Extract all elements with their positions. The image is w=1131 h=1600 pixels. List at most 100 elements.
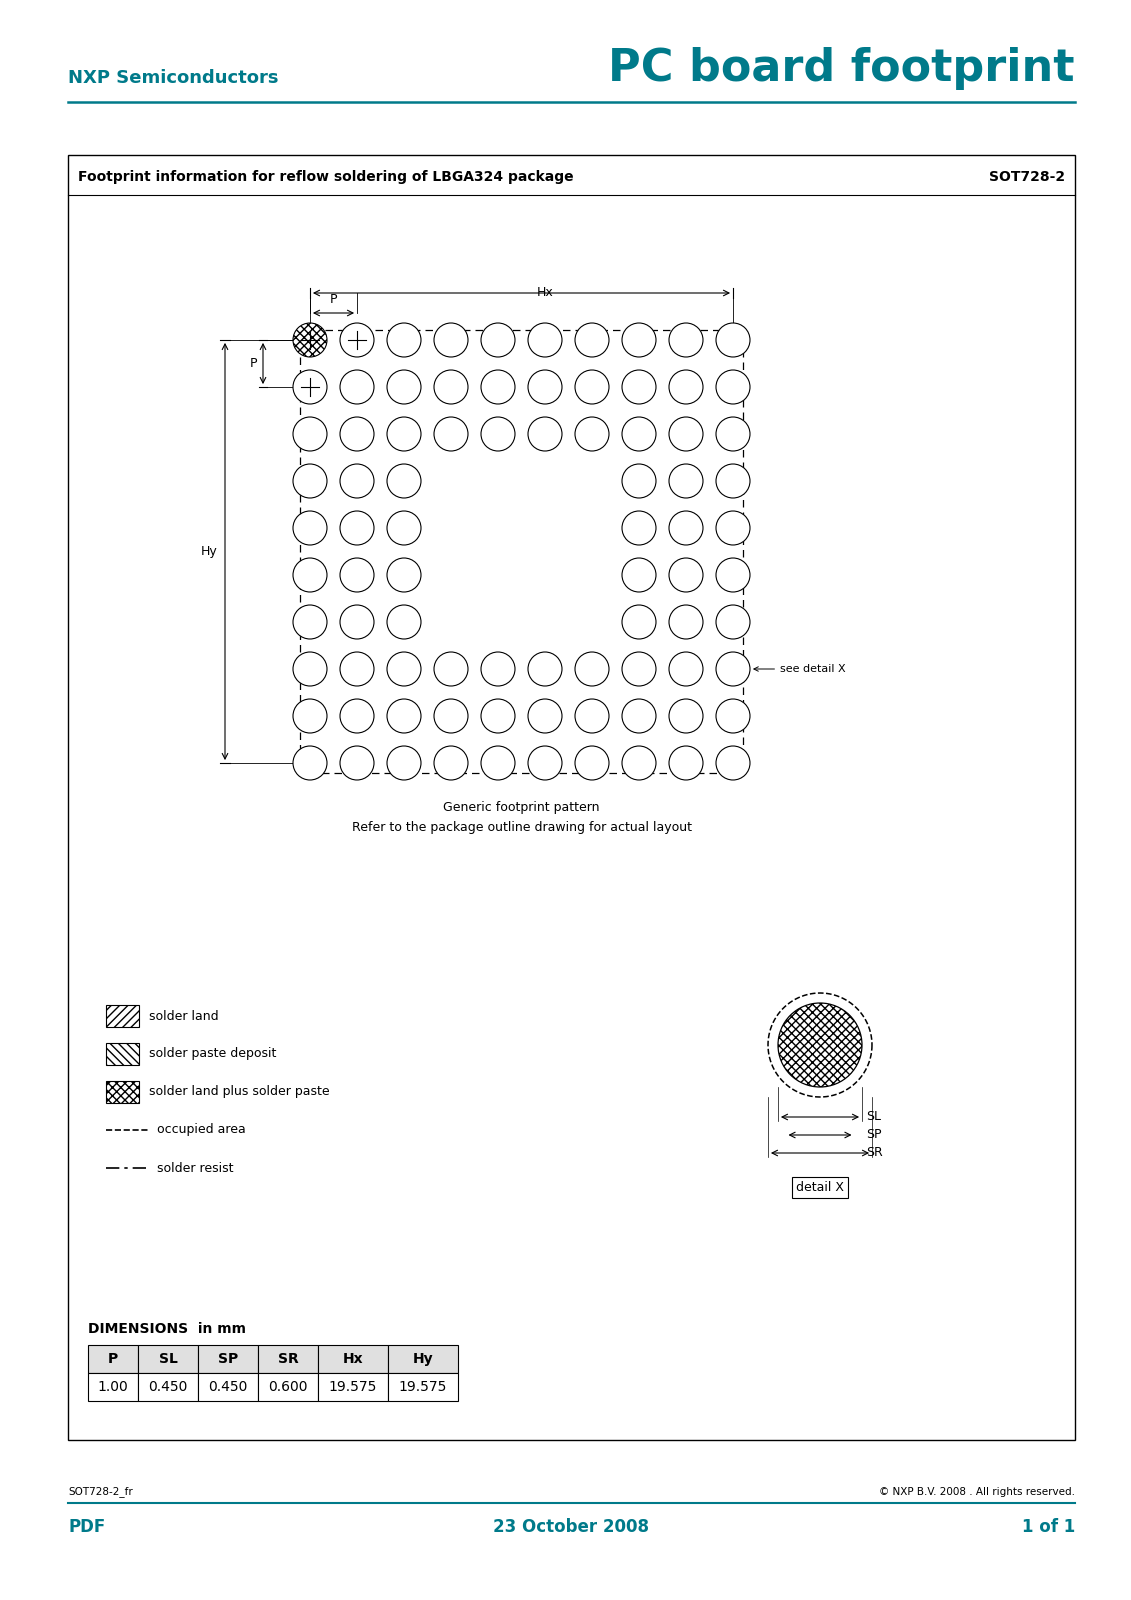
Text: 0.600: 0.600: [268, 1379, 308, 1394]
Circle shape: [340, 699, 374, 733]
Text: 1 of 1: 1 of 1: [1021, 1518, 1074, 1536]
Circle shape: [622, 653, 656, 686]
Circle shape: [481, 323, 515, 357]
Text: solder land plus solder paste: solder land plus solder paste: [149, 1085, 329, 1099]
Text: P: P: [330, 293, 337, 306]
Circle shape: [716, 510, 750, 546]
Circle shape: [670, 653, 703, 686]
Circle shape: [622, 510, 656, 546]
Text: 0.450: 0.450: [208, 1379, 248, 1394]
Circle shape: [387, 605, 421, 638]
Circle shape: [340, 464, 374, 498]
Text: SR: SR: [866, 1147, 883, 1160]
Bar: [300, 330, 743, 773]
Text: DIMENSIONS  in mm: DIMENSIONS in mm: [88, 1322, 247, 1336]
Text: SR: SR: [277, 1352, 299, 1366]
Circle shape: [670, 418, 703, 451]
Circle shape: [387, 323, 421, 357]
Text: © NXP B.V. 2008 . All rights reserved.: © NXP B.V. 2008 . All rights reserved.: [879, 1486, 1074, 1498]
Circle shape: [622, 605, 656, 638]
Text: solder paste deposit: solder paste deposit: [149, 1048, 276, 1061]
Circle shape: [340, 653, 374, 686]
Text: SP: SP: [866, 1128, 881, 1141]
Bar: [318, 1373, 388, 1402]
Circle shape: [528, 653, 562, 686]
Text: Refer to the package outline drawing for actual layout: Refer to the package outline drawing for…: [352, 821, 691, 834]
Circle shape: [670, 323, 703, 357]
Text: occupied area: occupied area: [157, 1123, 245, 1136]
Text: PC board footprint: PC board footprint: [608, 46, 1074, 90]
Circle shape: [622, 370, 656, 403]
Bar: [258, 1346, 318, 1373]
Circle shape: [575, 699, 608, 733]
Circle shape: [716, 323, 750, 357]
Circle shape: [670, 699, 703, 733]
Bar: [106, 1043, 139, 1066]
Circle shape: [528, 746, 562, 781]
Circle shape: [670, 558, 703, 592]
Circle shape: [387, 510, 421, 546]
Circle shape: [434, 418, 468, 451]
Circle shape: [528, 418, 562, 451]
Bar: [106, 1005, 139, 1027]
Circle shape: [434, 653, 468, 686]
Circle shape: [340, 418, 374, 451]
Circle shape: [340, 558, 374, 592]
Bar: [138, 1373, 198, 1402]
Circle shape: [575, 418, 608, 451]
Circle shape: [575, 370, 608, 403]
Circle shape: [387, 370, 421, 403]
Text: Hx: Hx: [536, 286, 553, 299]
Circle shape: [622, 746, 656, 781]
Circle shape: [716, 699, 750, 733]
Circle shape: [528, 370, 562, 403]
Circle shape: [670, 746, 703, 781]
Text: SP: SP: [218, 1352, 239, 1366]
Circle shape: [340, 323, 374, 357]
Bar: [388, 1373, 458, 1402]
Circle shape: [670, 510, 703, 546]
Circle shape: [670, 464, 703, 498]
Bar: [106, 1082, 139, 1102]
Bar: [258, 1373, 318, 1402]
Circle shape: [434, 323, 468, 357]
Circle shape: [575, 746, 608, 781]
Circle shape: [293, 699, 327, 733]
Circle shape: [528, 699, 562, 733]
Circle shape: [716, 418, 750, 451]
Text: 0.450: 0.450: [148, 1379, 188, 1394]
Circle shape: [293, 605, 327, 638]
Circle shape: [670, 605, 703, 638]
Text: 19.575: 19.575: [399, 1379, 447, 1394]
Text: PDF: PDF: [68, 1518, 105, 1536]
Circle shape: [387, 699, 421, 733]
Text: solder resist: solder resist: [157, 1162, 233, 1174]
Circle shape: [434, 370, 468, 403]
Text: SL: SL: [158, 1352, 178, 1366]
Circle shape: [481, 653, 515, 686]
Text: Footprint information for reflow soldering of LBGA324 package: Footprint information for reflow solderi…: [78, 170, 573, 184]
Text: Hx: Hx: [343, 1352, 363, 1366]
Circle shape: [716, 370, 750, 403]
Circle shape: [387, 746, 421, 781]
Bar: [138, 1346, 198, 1373]
Text: 19.575: 19.575: [329, 1379, 377, 1394]
Text: solder land: solder land: [149, 1010, 218, 1022]
Text: Hy: Hy: [413, 1352, 433, 1366]
Text: NXP Semiconductors: NXP Semiconductors: [68, 69, 278, 86]
Circle shape: [622, 464, 656, 498]
Circle shape: [387, 418, 421, 451]
Circle shape: [716, 558, 750, 592]
Bar: [88, 1373, 138, 1402]
Circle shape: [387, 558, 421, 592]
Circle shape: [387, 653, 421, 686]
Circle shape: [778, 1003, 862, 1086]
Circle shape: [716, 653, 750, 686]
Circle shape: [716, 605, 750, 638]
Text: SOT728-2_fr: SOT728-2_fr: [68, 1486, 132, 1498]
Circle shape: [293, 323, 327, 357]
Text: Generic footprint pattern: Generic footprint pattern: [443, 802, 599, 814]
Text: detail X: detail X: [796, 1181, 844, 1194]
Text: 23 October 2008: 23 October 2008: [493, 1518, 649, 1536]
Circle shape: [293, 370, 327, 403]
